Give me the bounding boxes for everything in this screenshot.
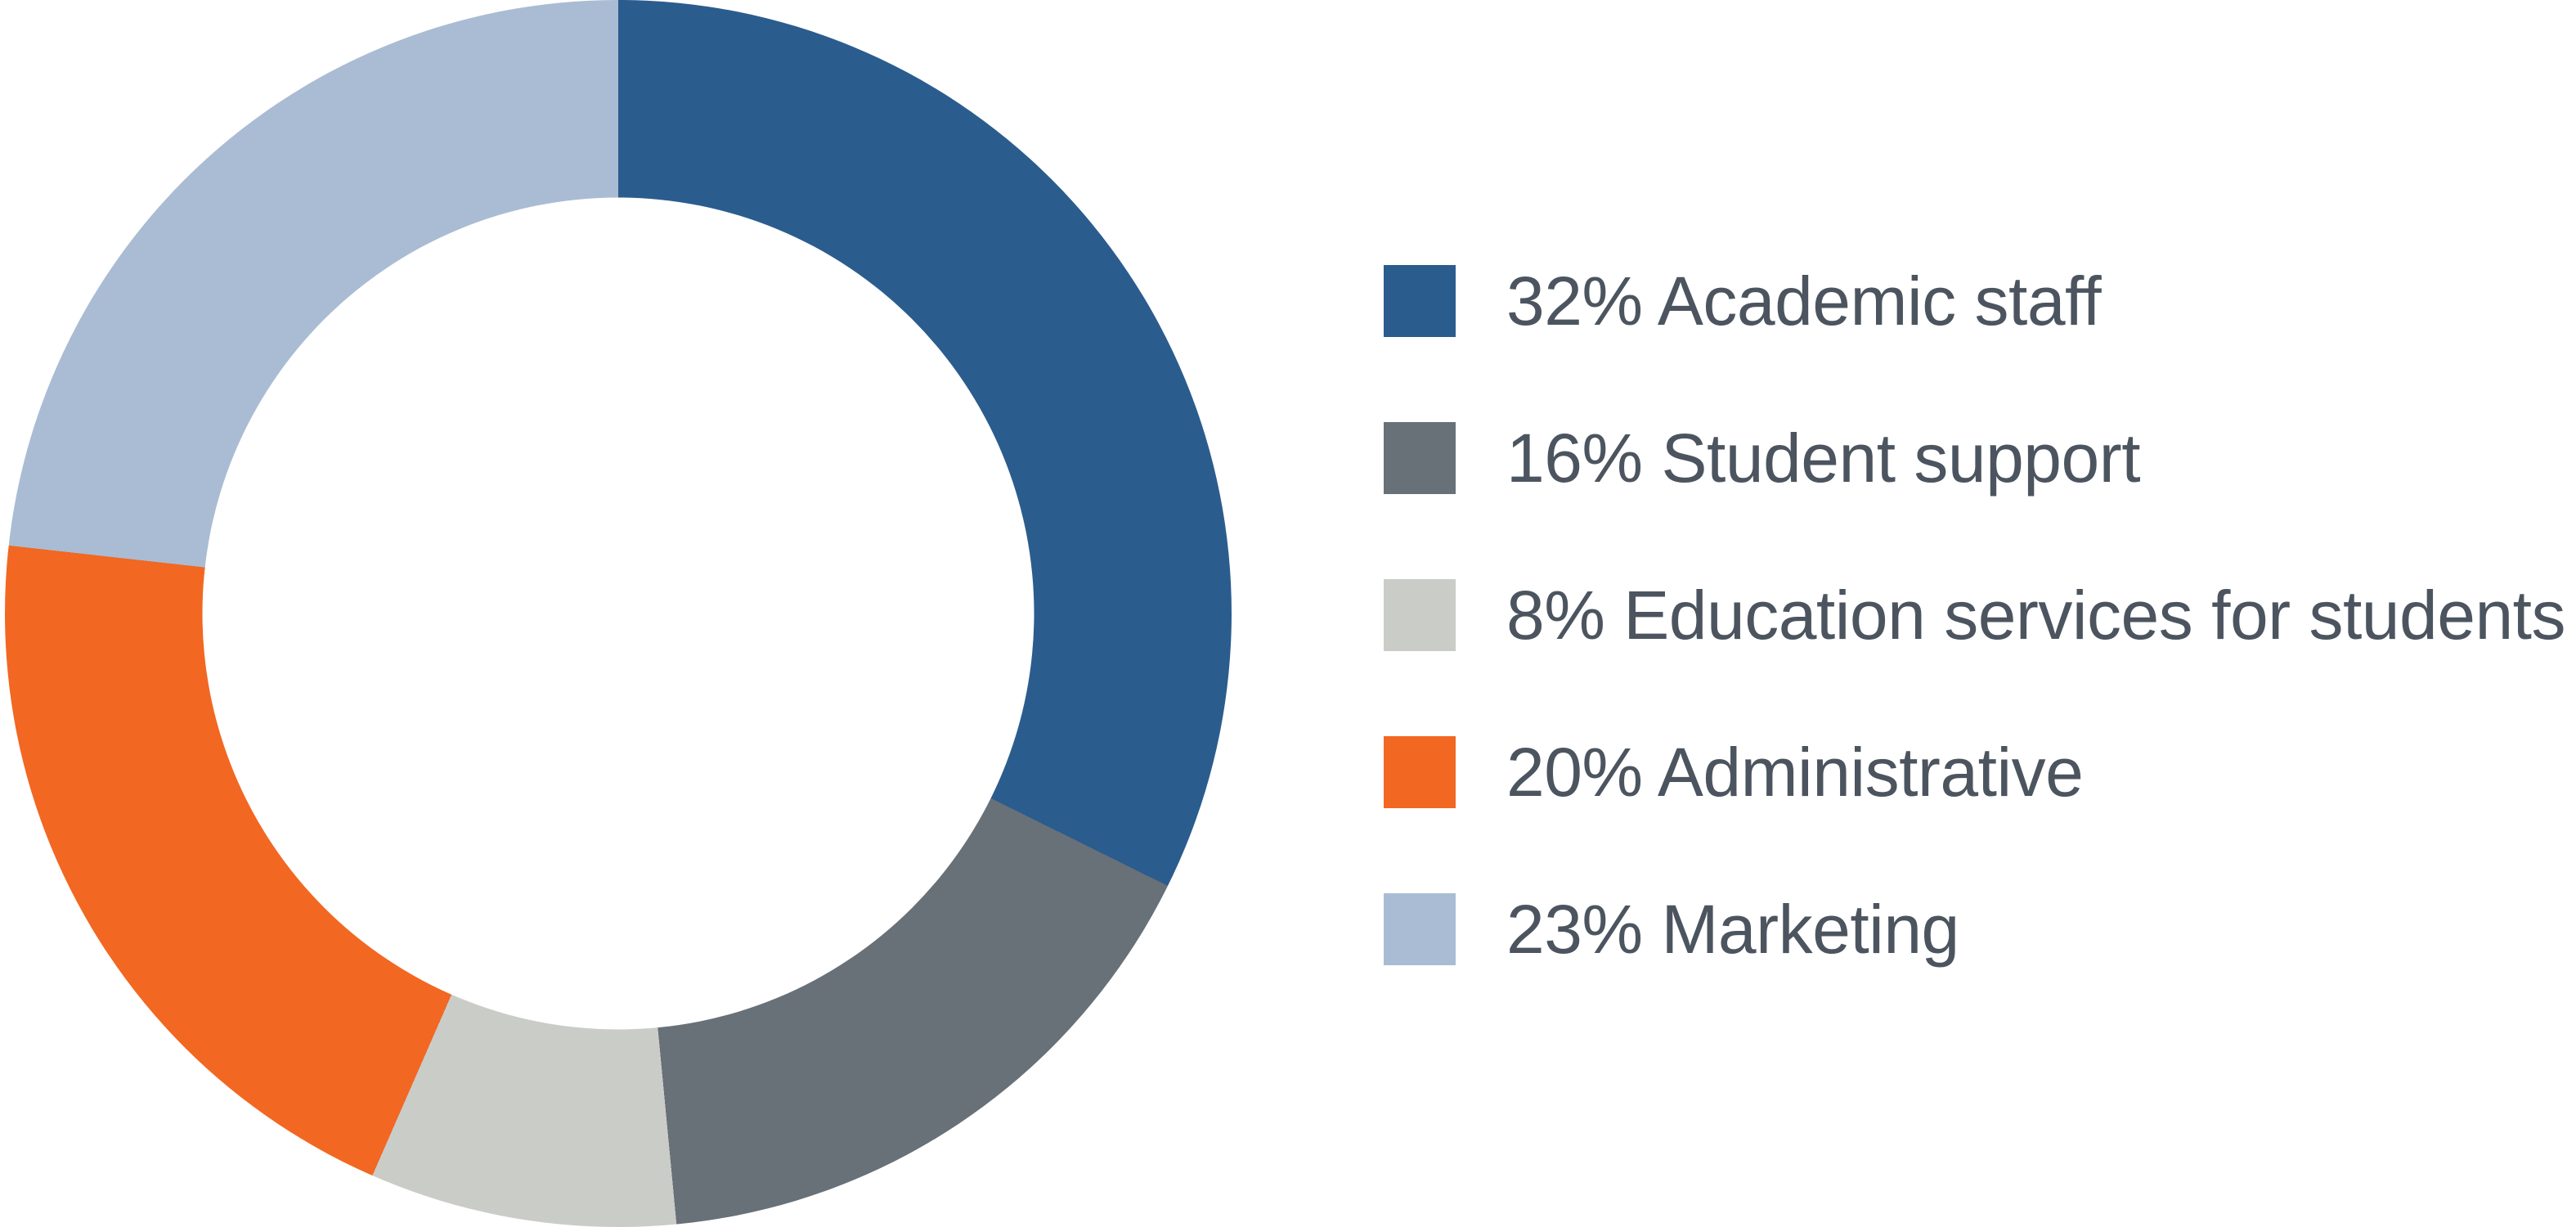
donut-hole <box>202 197 1034 1030</box>
legend: 32% Academic staff 16% Student support 8% … <box>1384 265 2566 965</box>
legend-label: 23% Marketing <box>1506 891 1959 968</box>
legend-item: 23% Marketing <box>1384 893 2565 965</box>
legend-label: 8% Education services for students <box>1506 577 2566 654</box>
legend-label: 32% Academic staff <box>1506 263 2102 339</box>
legend-label: 20% Administrative <box>1506 734 2084 811</box>
legend-swatch <box>1384 893 1456 965</box>
legend-swatch <box>1384 265 1456 337</box>
donut-chart <box>5 0 1232 1227</box>
legend-item: 20% Administrative <box>1384 736 2565 808</box>
legend-item: 16% Student support <box>1384 422 2565 494</box>
legend-label: 16% Student support <box>1506 420 2141 497</box>
legend-item: 8% Education services for students <box>1384 577 2566 654</box>
legend-swatch <box>1384 736 1456 808</box>
legend-item: 32% Academic staff <box>1384 265 2565 337</box>
legend-swatch <box>1384 579 1456 651</box>
legend-swatch <box>1384 422 1456 494</box>
